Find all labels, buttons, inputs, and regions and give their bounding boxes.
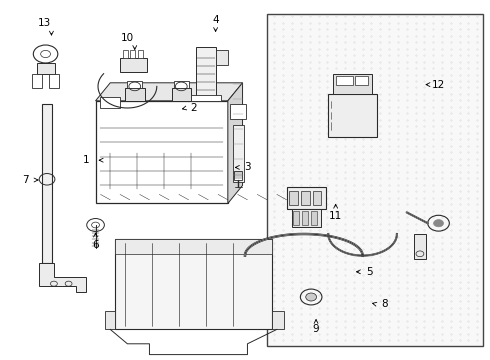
Bar [130,50,135,58]
Text: 7: 7 [22,175,29,185]
Bar [120,58,147,72]
Circle shape [306,293,317,301]
Bar [267,14,483,346]
Text: 4: 4 [212,15,219,25]
Bar [37,63,55,74]
Bar [115,239,272,329]
Bar [287,187,326,209]
Text: 9: 9 [313,324,319,334]
Bar [311,211,317,225]
Bar [42,104,52,263]
Bar [174,81,189,88]
Bar [328,94,377,137]
Text: 2: 2 [190,103,197,113]
Text: 12: 12 [432,80,445,90]
Bar [32,74,42,88]
Bar [301,191,310,205]
Bar [233,125,244,182]
Text: 10: 10 [121,33,134,43]
Bar [216,50,228,65]
Bar [96,101,228,203]
Bar [115,239,272,254]
Polygon shape [39,263,86,292]
Bar [336,76,353,85]
Bar [196,47,216,97]
Bar [302,211,308,225]
Bar [127,81,142,88]
Bar [355,76,368,85]
Text: 6: 6 [92,240,99,250]
Bar [105,311,115,329]
Bar [100,97,120,108]
Bar [123,50,128,58]
Bar [234,171,242,180]
Polygon shape [96,83,243,101]
Bar [49,74,59,88]
Text: 3: 3 [244,162,251,172]
Bar [230,104,246,119]
Bar [333,74,372,94]
Text: 1: 1 [82,155,89,165]
Bar [289,191,298,205]
Text: 5: 5 [367,267,373,277]
Bar [125,88,145,101]
Bar [172,88,191,101]
Bar [292,209,321,227]
Bar [191,95,220,101]
Text: 11: 11 [329,211,343,221]
Bar [138,50,143,58]
Bar [313,191,321,205]
Bar [272,311,284,329]
Text: 8: 8 [381,299,388,309]
Bar [293,211,299,225]
Text: 13: 13 [37,18,51,28]
Bar [414,234,426,259]
Polygon shape [228,83,243,203]
Circle shape [434,220,443,227]
